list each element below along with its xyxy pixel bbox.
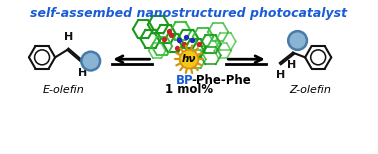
Circle shape [81, 52, 100, 70]
Text: BP: BP [176, 74, 194, 87]
Circle shape [288, 31, 307, 50]
Text: Z-olefin: Z-olefin [289, 85, 331, 95]
Text: self-assembed nanostructured photocatalyst: self-assembed nanostructured photocataly… [31, 7, 347, 20]
Text: H: H [64, 32, 73, 42]
Text: H: H [287, 60, 297, 70]
Text: hν: hν [182, 54, 196, 64]
Circle shape [180, 50, 198, 69]
Text: E-olefin: E-olefin [43, 85, 84, 95]
Text: H: H [77, 68, 87, 78]
Text: 1 mol%: 1 mol% [165, 83, 213, 96]
Text: -Phe-Phe: -Phe-Phe [192, 74, 251, 87]
Text: H: H [276, 69, 285, 79]
